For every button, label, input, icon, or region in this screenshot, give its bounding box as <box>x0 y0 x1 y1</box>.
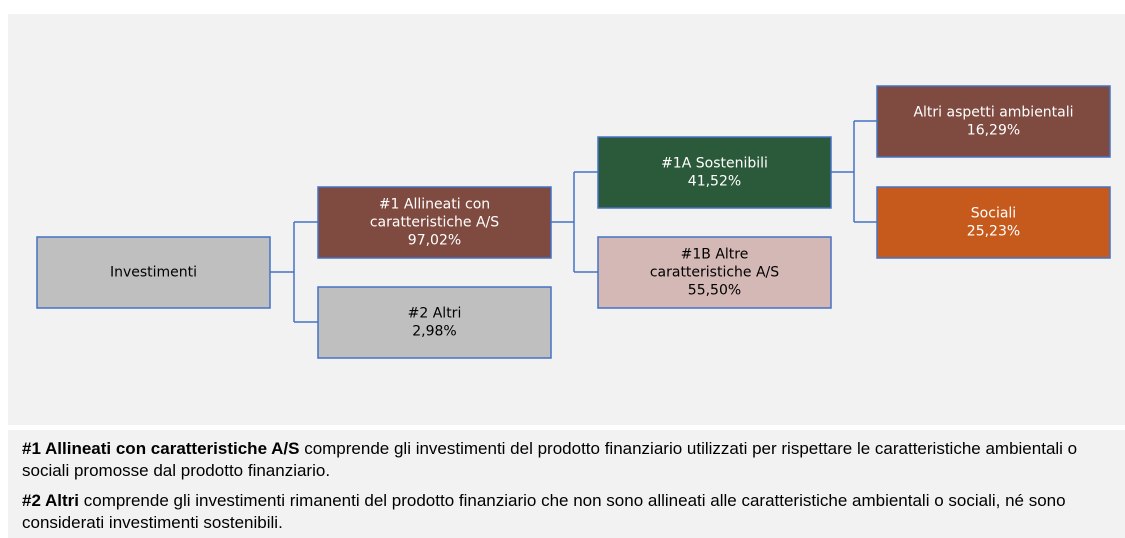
node-label: #1A Sostenibili <box>661 156 768 172</box>
node-label: caratteristiche A/S <box>370 215 499 231</box>
node-value: 2,98% <box>412 324 456 340</box>
node-label: #2 Altri <box>408 306 462 322</box>
node-label: #1 Allineati con <box>379 197 490 213</box>
note-text: comprende gli investimenti del prodotto … <box>22 439 1078 480</box>
node-value: 16,29% <box>967 123 1020 139</box>
node-value: 25,23% <box>967 224 1020 240</box>
note-term: #2 Altri <box>22 491 80 510</box>
diagram: Investimenti #1 Allineati con caratteristi… <box>36 85 1111 359</box>
note-term: #1 Allineati con caratteristiche A/S <box>22 439 300 458</box>
node-box <box>317 286 552 359</box>
connector <box>270 221 318 323</box>
connectors <box>270 120 877 323</box>
node-box <box>36 236 271 309</box>
connector <box>830 120 877 223</box>
node-box <box>876 85 1111 158</box>
node-box <box>317 186 552 259</box>
node-label: #1B Altre <box>681 247 749 263</box>
node-value: 55,50% <box>688 283 741 299</box>
node-label: Altri aspetti ambientali <box>913 105 1073 121</box>
note: #1 Allineati con caratteristiche A/S com… <box>22 438 1111 482</box>
node-box <box>597 136 832 209</box>
note: #2 Altri comprende gli investimenti rima… <box>22 490 1111 534</box>
node-value: 41,52% <box>688 174 741 190</box>
node-box <box>876 186 1111 259</box>
node-label: Sociali <box>971 206 1016 222</box>
node-label: caratteristiche A/S <box>650 265 779 281</box>
node-value: 97,02% <box>408 233 461 249</box>
note-text: comprende gli investimenti rimanenti del… <box>22 491 1066 532</box>
node-box <box>597 236 832 309</box>
connector <box>551 171 598 273</box>
notes: #1 Allineati con caratteristiche A/S com… <box>8 430 1125 538</box>
node-label: Investimenti <box>110 265 197 281</box>
